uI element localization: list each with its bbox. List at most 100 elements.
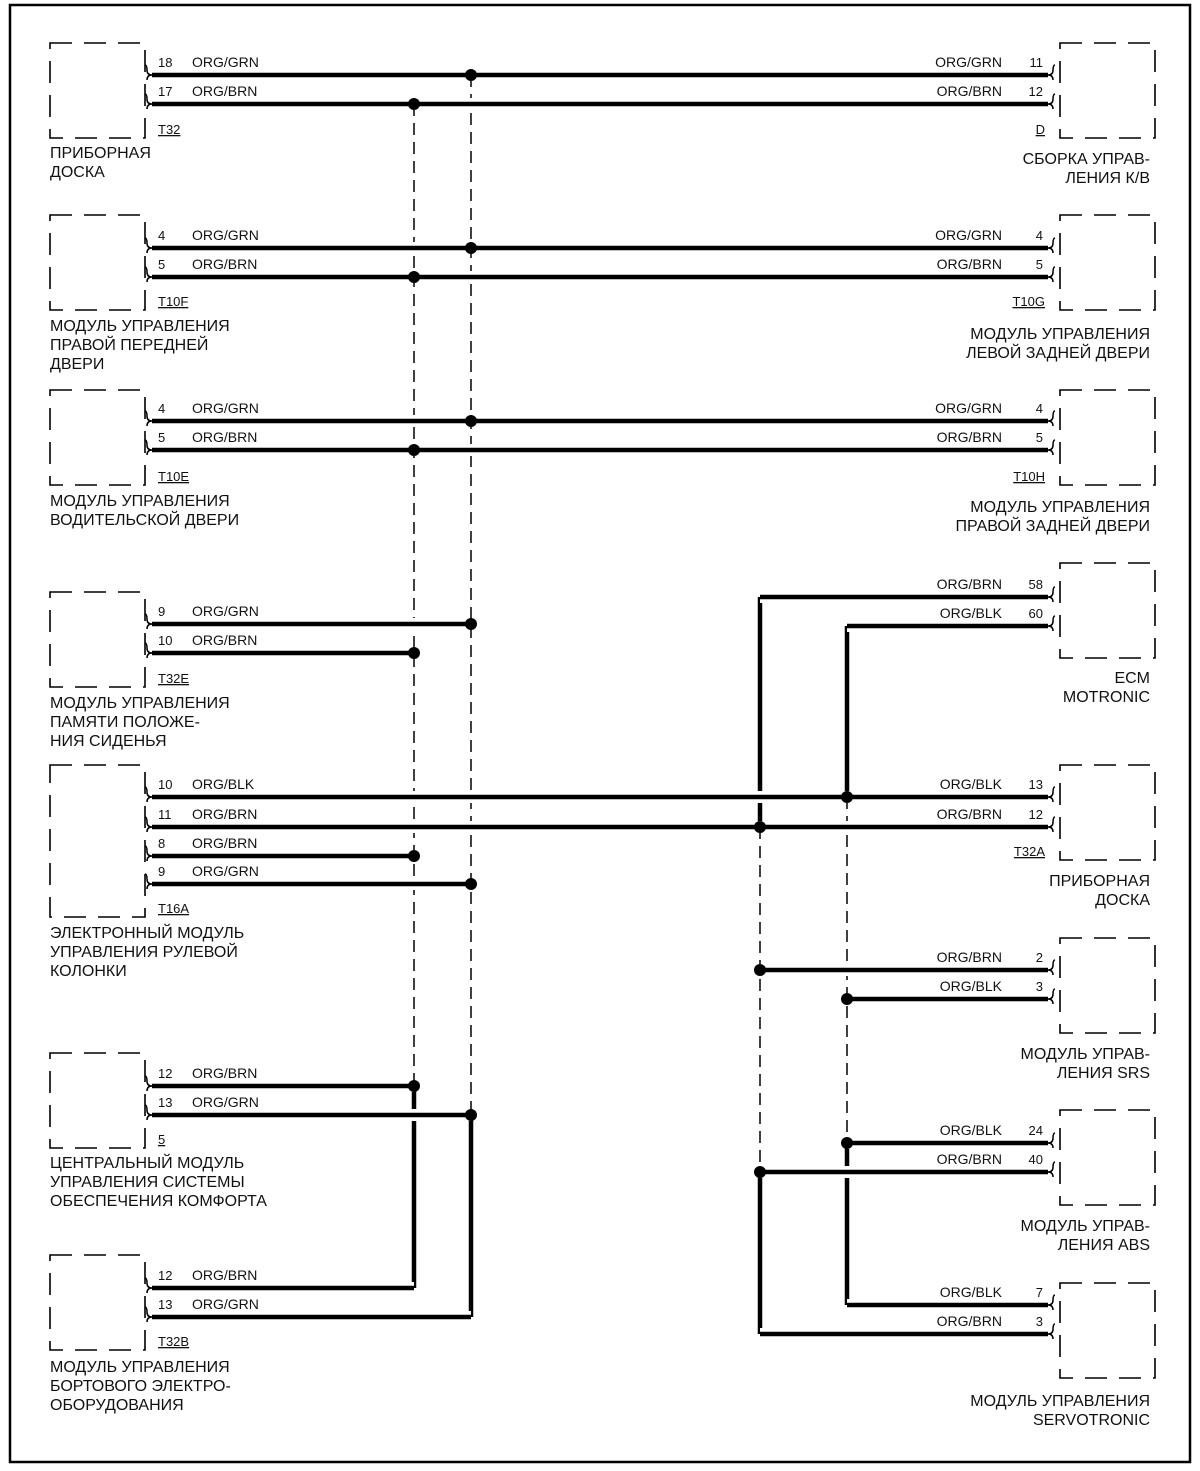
wire-color-label: ORG/GRN [192,603,259,619]
left-component-box [49,1052,146,1149]
splice-dot [408,647,420,659]
connector-terminal-icon [1047,586,1056,603]
connector-terminal-icon [1047,64,1056,81]
component-label: ЛЕВОЙ ЗАДНЕЙ ДВЕРИ [966,343,1150,362]
pin-number: 11 [158,807,172,822]
splice-dot [408,1080,420,1092]
right-component-box [1059,1109,1156,1206]
connector-id: T32B [158,1334,189,1349]
wire-color-label: ORG/BLK [192,776,255,792]
connector-id: D [1036,122,1045,137]
pin-number: 18 [158,55,172,70]
pin-number: 5 [1036,257,1043,272]
wire-color-label: ORG/GRN [192,863,259,879]
wire-color-label: ORG/BRN [937,256,1002,272]
right-component-box [1059,214,1156,311]
wire-color-label: ORG/GRN [192,1094,259,1110]
connector-terminal-icon [144,1306,153,1323]
wire-color-label: ORG/BRN [192,835,257,851]
wire-color-label: ORG/GRN [935,54,1002,70]
component-label: ЛЕНИЯ К/В [1065,170,1150,187]
connector-terminal-icon [1047,1132,1056,1149]
connector-terminal-icon [1047,439,1056,456]
pin-number: 5 [158,430,165,445]
component-label: МОДУЛЬ УПРАВЛЕНИЯ [970,326,1150,343]
wire-color-label: ORG/BLK [940,1284,1003,1300]
wire-color-label: ORG/BRN [937,576,1002,592]
component-label: ПРИБОРНАЯ [50,145,151,162]
left-component-box [49,1254,146,1351]
pin-number: 2 [1036,950,1043,965]
pin-number: 10 [158,777,172,792]
connector-id: T10F [158,294,188,309]
component-label: СБОРКА УПРАВ- [1023,151,1150,168]
pin-number: 12 [1029,807,1043,822]
splice-dot [408,98,420,110]
connector-id: T10H [1013,469,1045,484]
splice-dot [841,791,853,803]
pin-number: 5 [1036,430,1043,445]
pin-number: 40 [1029,1152,1043,1167]
connector-id: T16A [158,901,189,916]
connector-terminal-icon [144,1104,153,1121]
right-component-box [1059,389,1156,486]
pin-number: 24 [1029,1123,1043,1138]
splice-dot [754,1166,766,1178]
component-label: MOTRONIC [1063,689,1150,706]
pin-number: 58 [1029,577,1043,592]
component-label: МОДУЛЬ УПРАВЛЕНИЯ [50,493,230,510]
connector-terminal-icon [1047,1161,1056,1178]
pin-number: 13 [158,1297,172,1312]
wire-color-label: ORG/BLK [940,605,1003,621]
wire-color-label: ORG/BRN [192,1065,257,1081]
splice-dot [408,271,420,283]
pin-number: 3 [1036,1314,1043,1329]
wire-color-label: ORG/BLK [940,776,1003,792]
left-component-box [49,591,146,688]
connector-terminal-icon [1047,266,1056,283]
component-label: УПРАВЛЕНИЯ СИСТЕМЫ [50,1174,245,1191]
connector-terminal-icon [1047,1323,1056,1340]
pin-number: 12 [158,1066,172,1081]
component-label: БОРТОВОГО ЭЛЕКТРО- [50,1378,231,1395]
connector-id: T32E [158,671,189,686]
right-component-box [1059,764,1156,861]
component-label: ПАМЯТИ ПОЛОЖЕ- [50,714,200,731]
splice-dot [465,242,477,254]
connector-terminal-icon [144,1277,153,1294]
component-label: ВОДИТЕЛЬСКОЙ ДВЕРИ [50,510,239,529]
connector-id: T32 [158,122,180,137]
splice-dot [465,69,477,81]
component-label: МОДУЛЬ УПРАВЛЕНИЯ [50,318,230,335]
wire-color-label: ORG/BRN [937,1313,1002,1329]
component-label: ECM [1114,670,1150,687]
component-label: ПРАВОЙ ПЕРЕДНЕЙ [50,335,208,354]
wire-color-label: ORG/BRN [937,949,1002,965]
splice-dot [465,878,477,890]
wire-color-label: ORG/GRN [192,227,259,243]
splice-dot [465,618,477,630]
splice-dot [465,1109,477,1121]
left-component-box [49,764,146,918]
connector-terminal-icon [144,439,153,456]
connector-terminal-icon [1047,1294,1056,1311]
component-label: МОДУЛЬ УПРАВЛЕНИЯ [970,499,1150,516]
connector-terminal-icon [144,410,153,427]
pin-number: 4 [1036,228,1043,243]
component-label: ПРАВОЙ ЗАДНЕЙ ДВЕРИ [955,516,1150,535]
right-component-box [1059,1282,1156,1379]
component-label: ДОСКА [1095,892,1150,909]
wire-color-label: ORG/BRN [192,806,257,822]
splice-dot [465,415,477,427]
wire-color-label: ORG/GRN [192,1296,259,1312]
left-component-box [49,42,146,139]
wire-color-label: ORG/GRN [935,227,1002,243]
connector-terminal-icon [144,613,153,630]
wire-color-label: ORG/BRN [192,83,257,99]
diagram-border [8,3,1192,1464]
component-label: НИЯ СИДЕНЬЯ [50,733,167,750]
connector-id: 5 [158,1132,165,1147]
connector-terminal-icon [144,93,153,110]
component-label: ДОСКА [50,164,105,181]
